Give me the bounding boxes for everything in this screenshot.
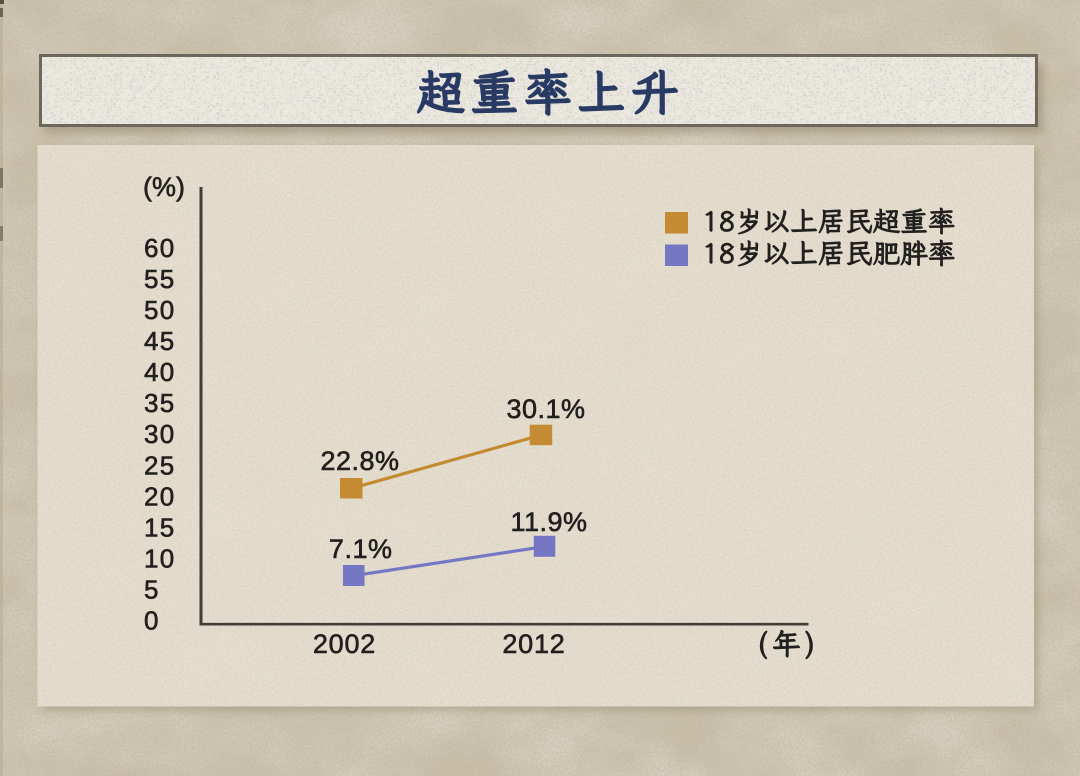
svg-text:50: 50 xyxy=(144,295,176,325)
svg-text:(%): (%) xyxy=(143,172,185,202)
svg-text:15: 15 xyxy=(144,513,176,543)
svg-text:55: 55 xyxy=(144,264,176,294)
svg-text:30.1%: 30.1% xyxy=(506,394,585,424)
svg-text:40: 40 xyxy=(144,357,176,387)
svg-text:22.8%: 22.8% xyxy=(320,446,399,476)
svg-text:2002: 2002 xyxy=(313,629,376,659)
svg-text:11.9%: 11.9% xyxy=(510,507,587,537)
svg-text:7.1%: 7.1% xyxy=(329,534,393,564)
svg-text:2012: 2012 xyxy=(502,629,565,659)
svg-text:0: 0 xyxy=(144,606,160,636)
svg-text:5: 5 xyxy=(144,575,160,605)
svg-text:45: 45 xyxy=(144,326,176,356)
svg-text:35: 35 xyxy=(144,388,176,418)
svg-text:60: 60 xyxy=(144,233,176,263)
svg-text:20: 20 xyxy=(144,481,176,511)
svg-text:10: 10 xyxy=(144,544,176,574)
svg-text:25: 25 xyxy=(144,450,176,480)
svg-text:30: 30 xyxy=(144,419,176,449)
